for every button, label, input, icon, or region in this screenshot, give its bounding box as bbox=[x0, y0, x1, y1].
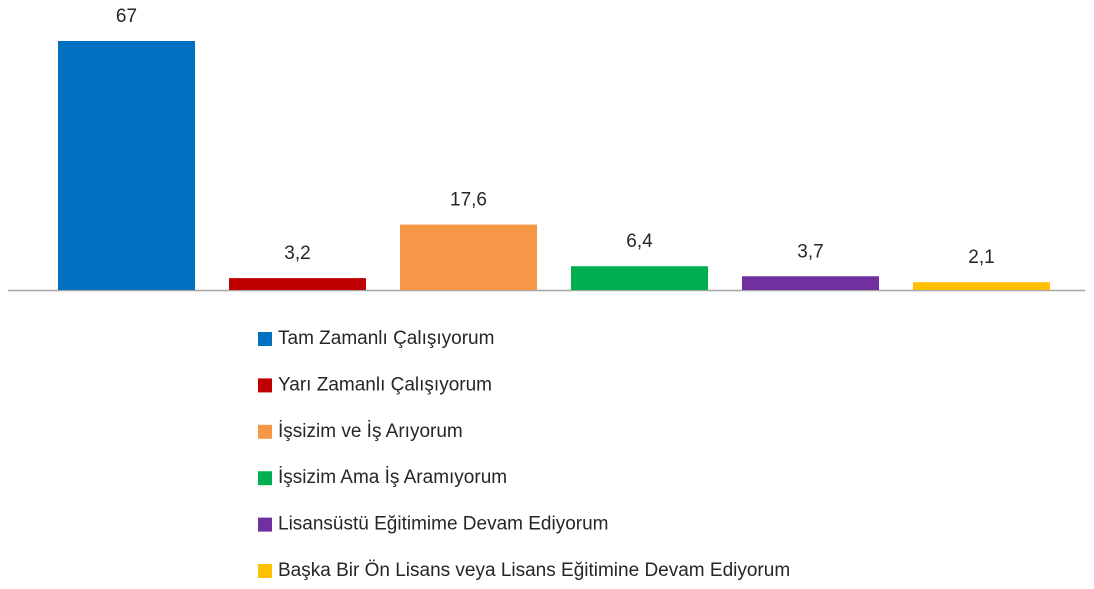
legend-label: Başka Bir Ön Lisans veya Lisans Eğitimin… bbox=[278, 560, 790, 581]
legend-swatch bbox=[258, 332, 272, 346]
bar bbox=[58, 41, 195, 290]
legend-label: İşsizim Ama İş Aramıyorum bbox=[278, 467, 507, 488]
bar bbox=[400, 224, 537, 290]
bar bbox=[742, 276, 879, 290]
data-label: 6,4 bbox=[626, 231, 653, 252]
data-label: 2,1 bbox=[968, 247, 994, 268]
data-label: 67 bbox=[116, 6, 137, 27]
legend-label: İşsizim ve İş Arıyorum bbox=[278, 421, 463, 442]
data-label: 3,2 bbox=[284, 243, 310, 264]
legend-swatch bbox=[258, 517, 272, 532]
data-label: 3,7 bbox=[797, 241, 823, 262]
legend-label: Tam Zamanlı Çalışıyorum bbox=[278, 328, 494, 349]
bar bbox=[571, 266, 708, 290]
legend-label: Lisansüstü Eğitimime Devam Ediyorum bbox=[278, 514, 609, 535]
legend-swatch bbox=[258, 424, 272, 439]
bar bbox=[229, 278, 366, 290]
legend-swatch bbox=[258, 564, 272, 578]
legend-swatch bbox=[258, 378, 272, 393]
bar bbox=[913, 282, 1050, 290]
legend-swatch bbox=[258, 471, 272, 486]
data-label: 17,6 bbox=[450, 190, 487, 211]
legend-label: Yarı Zamanlı Çalışıyorum bbox=[278, 374, 492, 395]
